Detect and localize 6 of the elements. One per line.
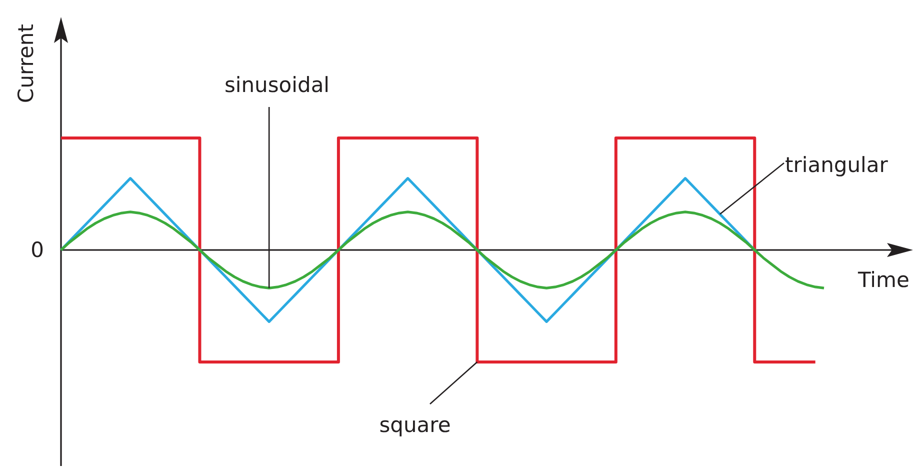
y-axis-title: Current (14, 24, 38, 103)
text: 0 (30, 238, 44, 262)
x-axis-title: Time (857, 268, 910, 292)
text: sinusoidal (224, 73, 330, 97)
text: square (379, 413, 451, 437)
text: triangular (785, 153, 888, 177)
